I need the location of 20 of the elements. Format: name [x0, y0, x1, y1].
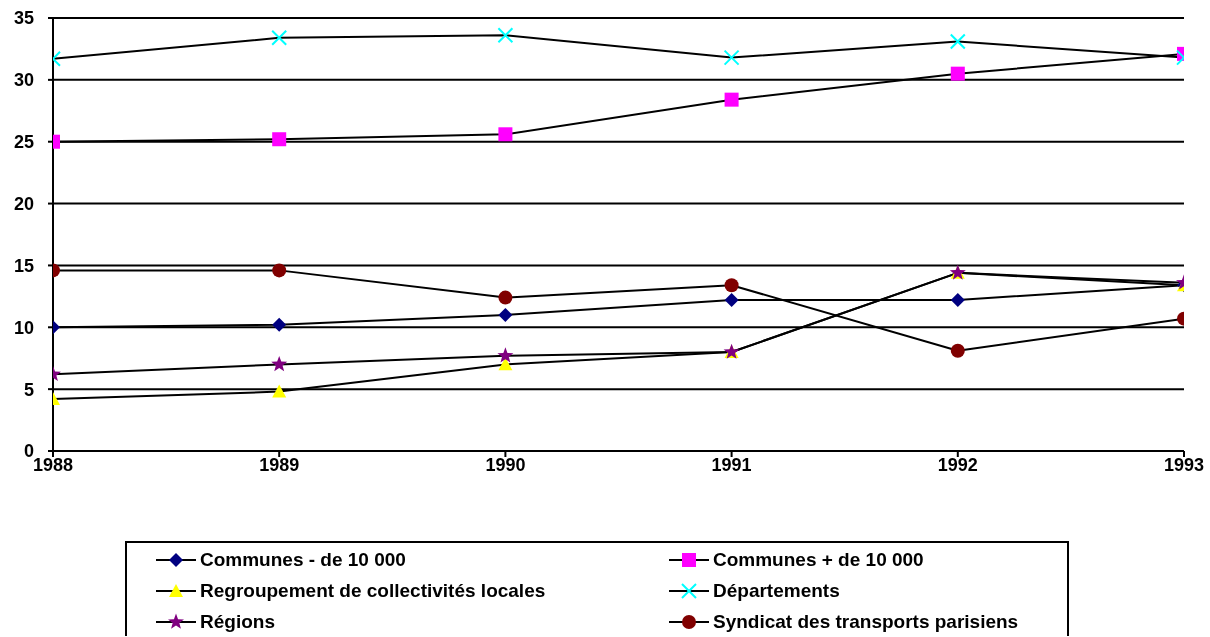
legend-label: Syndicat des transports parisiens — [713, 610, 1019, 633]
legend-label: Régions — [200, 610, 275, 633]
legend-label: Regroupement de collectivités locales — [200, 579, 546, 602]
y-tick-label: 20 — [13, 193, 34, 214]
x-tick-label: 1990 — [485, 454, 526, 475]
legend-label: Départements — [713, 579, 840, 602]
x-tick-label: 1992 — [937, 454, 978, 475]
y-tick-label: 10 — [13, 317, 34, 338]
x-tick-label: 1993 — [1163, 454, 1205, 475]
legend-label: Communes - de 10 000 — [200, 548, 406, 571]
y-tick-label: 0 — [23, 441, 34, 462]
y-tick-label: 15 — [13, 255, 34, 276]
y-tick-label: 35 — [13, 8, 34, 29]
x-tick-label: 1988 — [32, 454, 74, 475]
y-tick-label: 25 — [13, 132, 34, 153]
y-tick-label: 30 — [13, 70, 34, 91]
y-tick-label: 5 — [23, 379, 34, 400]
legend-label: Communes + de 10 000 — [713, 548, 924, 571]
x-tick-label: 1991 — [711, 454, 752, 475]
x-tick-label: 1989 — [259, 454, 300, 475]
